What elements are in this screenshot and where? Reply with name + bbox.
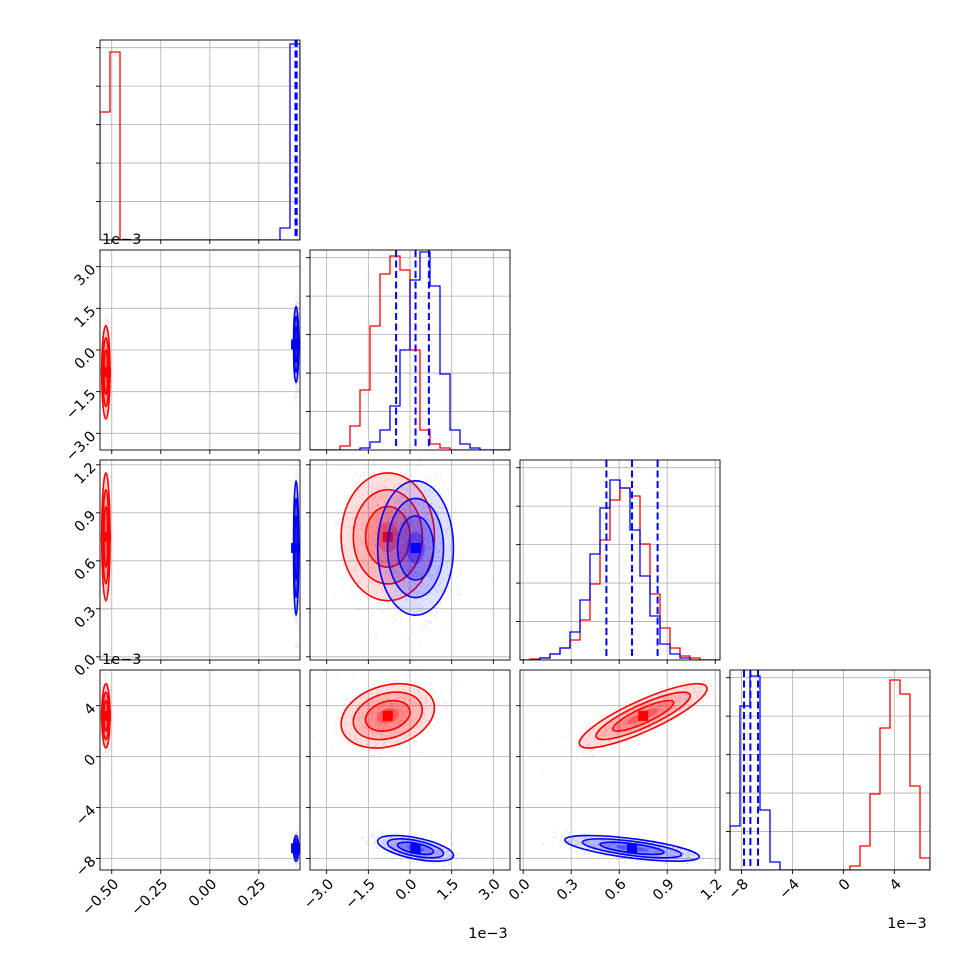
x-tick-label: 0.00 bbox=[186, 876, 220, 910]
panel-frame bbox=[519, 459, 721, 661]
scatter-group bbox=[100, 670, 300, 868]
x-axis-offset-label: 1e−3 bbox=[887, 916, 927, 932]
density-peak-red bbox=[100, 367, 111, 378]
histogram-red bbox=[100, 51, 300, 240]
diag-panel-3 bbox=[726, 669, 931, 874]
scatter-group bbox=[324, 460, 495, 644]
panel-3-1 bbox=[306, 669, 511, 874]
panel-frame bbox=[99, 249, 301, 451]
scatter-points-red bbox=[318, 670, 463, 760]
x-tick-label: 1.2 bbox=[698, 876, 726, 904]
density-peak-blue bbox=[291, 843, 300, 854]
diag-panel-0 bbox=[96, 39, 301, 244]
scatter-points-blue bbox=[365, 460, 495, 644]
x-tick-label: −8 bbox=[726, 876, 752, 902]
x-tick-label: −0.50 bbox=[80, 876, 123, 919]
panel-2-0 bbox=[96, 459, 301, 664]
x-tick-label: 0.0 bbox=[506, 876, 534, 904]
y-tick-label: −3.0 bbox=[63, 428, 99, 464]
panel-2-1 bbox=[306, 459, 511, 664]
histogram-blue bbox=[310, 251, 510, 450]
x-tick-label: 3.0 bbox=[476, 876, 504, 904]
panel-frame bbox=[99, 669, 301, 871]
y-tick-label: −4 bbox=[73, 803, 99, 829]
panel-1-0 bbox=[96, 249, 301, 454]
x-tick-label: 0.3 bbox=[554, 876, 582, 904]
x-tick-label: 0.6 bbox=[602, 876, 630, 904]
histogram-blue bbox=[730, 675, 930, 870]
y-tick-label: 0.9 bbox=[72, 508, 100, 536]
x-tick-label: 0 bbox=[836, 876, 854, 894]
x-tick-label: −4 bbox=[777, 876, 803, 902]
density-peak-red bbox=[100, 531, 111, 542]
x-tick-label: 0.9 bbox=[650, 876, 678, 904]
x-tick-label: 0.25 bbox=[235, 876, 269, 910]
density-peak-blue bbox=[410, 843, 421, 854]
x-tick-label: 4 bbox=[887, 876, 905, 894]
y-tick-label: 0.0 bbox=[72, 652, 100, 680]
diag-panel-1 bbox=[306, 249, 511, 454]
y-tick-label: 0.6 bbox=[72, 556, 100, 584]
y-tick-label: 4 bbox=[82, 701, 100, 719]
y-tick-label: 1.2 bbox=[72, 460, 100, 488]
y-tick-label: 1.5 bbox=[72, 303, 100, 331]
density-peak-red bbox=[382, 710, 393, 721]
histogram-group bbox=[310, 250, 510, 450]
panel-frame bbox=[729, 669, 931, 871]
histogram-red bbox=[310, 255, 510, 450]
y-tick-label: 0.3 bbox=[72, 604, 100, 632]
y-axis-offset-label: 1e−3 bbox=[102, 652, 142, 668]
histogram-blue bbox=[520, 479, 720, 660]
panel-3-0 bbox=[96, 669, 301, 874]
density-peak-red bbox=[638, 710, 649, 721]
density-peak-red bbox=[100, 710, 111, 721]
histogram-blue bbox=[100, 43, 300, 240]
panel-frame bbox=[99, 39, 301, 241]
density-peak-blue bbox=[291, 543, 300, 553]
scatter-group bbox=[100, 291, 300, 449]
scatter-points-red bbox=[540, 673, 718, 773]
x-tick-label: 0.0 bbox=[393, 876, 421, 904]
panel-frame bbox=[309, 249, 511, 451]
scatter-group bbox=[318, 670, 467, 870]
histogram-group bbox=[520, 460, 720, 660]
y-axis-offset-label: 1e−3 bbox=[102, 232, 142, 248]
histogram-group bbox=[730, 670, 930, 870]
x-tick-label: 1.5 bbox=[435, 876, 463, 904]
y-tick-label: 3.0 bbox=[72, 262, 100, 290]
panel-frame bbox=[99, 459, 301, 661]
diag-panel-2 bbox=[516, 459, 721, 664]
x-tick-label: −3.0 bbox=[301, 876, 337, 912]
panel-frame bbox=[309, 669, 511, 871]
y-tick-label: −8 bbox=[73, 854, 99, 880]
density-peak-blue bbox=[410, 543, 421, 553]
y-tick-label: 0 bbox=[82, 752, 100, 770]
histogram-group bbox=[100, 40, 300, 240]
panel-3-2 bbox=[516, 669, 721, 874]
x-axis-offset-label: 1e−3 bbox=[468, 926, 508, 942]
density-peak-blue bbox=[627, 843, 637, 854]
x-tick-label: −1.5 bbox=[343, 876, 379, 912]
panel-frame bbox=[309, 459, 511, 661]
histogram-red bbox=[730, 679, 930, 870]
panel-frame bbox=[519, 669, 721, 871]
y-tick-label: 0.0 bbox=[72, 345, 100, 373]
scatter-group bbox=[540, 673, 718, 870]
x-tick-label: −0.25 bbox=[129, 876, 172, 919]
y-tick-label: −1.5 bbox=[63, 387, 99, 423]
density-peak-blue bbox=[291, 339, 300, 350]
scatter-group bbox=[100, 460, 300, 648]
histogram-red bbox=[520, 487, 720, 660]
